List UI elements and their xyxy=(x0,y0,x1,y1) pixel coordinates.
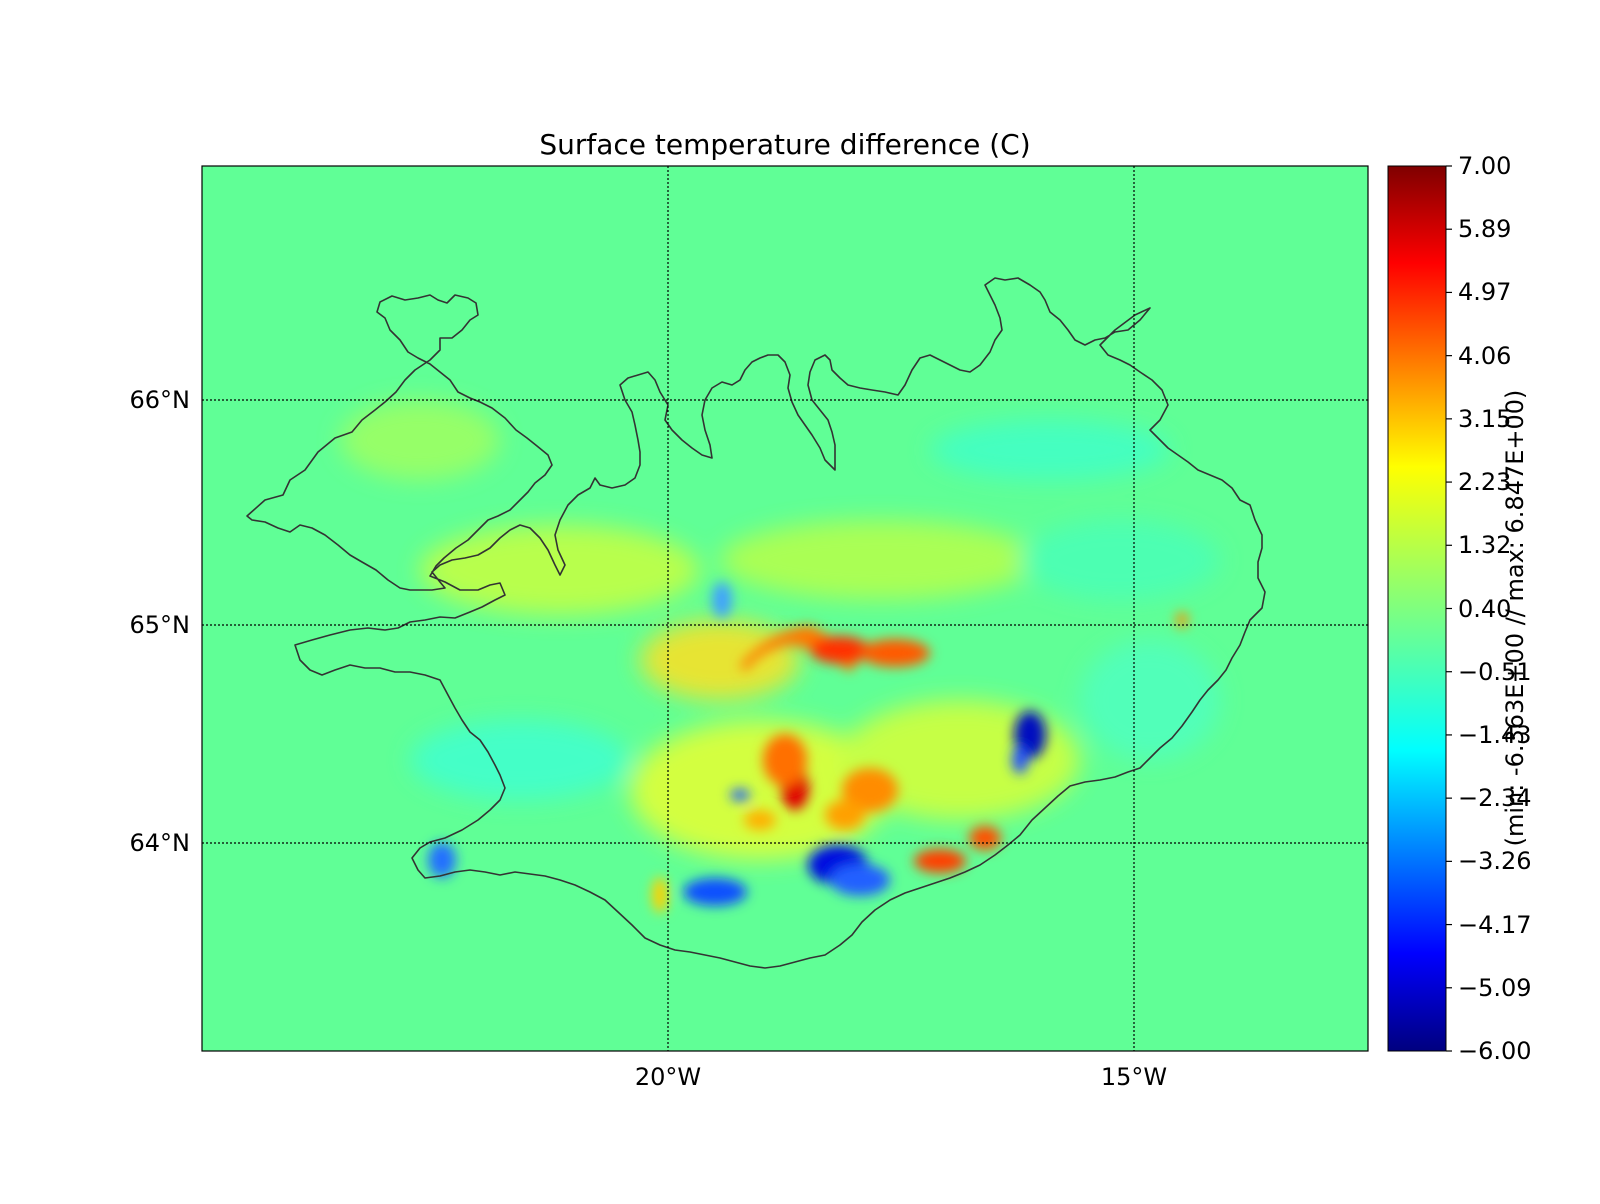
temperature-shading xyxy=(340,400,1220,913)
colorbar-tick-label: −1.43 xyxy=(1458,720,1532,749)
colorbar-tick-label: 4.06 xyxy=(1458,341,1512,370)
map-title: Surface temperature difference (C) xyxy=(539,128,1031,161)
colorbar-tick-label: −5.09 xyxy=(1458,973,1532,1002)
lat-label-66: 66°N xyxy=(129,386,191,414)
lat-label-65: 65°N xyxy=(129,611,191,639)
colorbar xyxy=(1387,165,1447,1052)
coastline xyxy=(246,277,1266,969)
colorbar-label: (min: -6.363E+00 // max: 6.847E+00) xyxy=(1501,389,1529,847)
colorbar-tick-label: 2.23 xyxy=(1458,468,1512,497)
map-frame xyxy=(201,165,1369,1052)
colorbar-tick-label: 5.89 xyxy=(1458,215,1512,244)
colorbar-ticks xyxy=(1446,165,1452,1052)
lat-label-64: 64°N xyxy=(129,829,191,857)
map-field xyxy=(202,166,1368,1051)
colorbar-tick-label: −6.00 xyxy=(1458,1037,1532,1065)
colorbar-tick-label: −2.34 xyxy=(1458,784,1532,813)
colorbar-tick-label: −0.51 xyxy=(1458,657,1532,686)
colorbar-tick-label: 7.00 xyxy=(1458,152,1512,180)
colorbar-tick-label: −4.17 xyxy=(1458,910,1532,939)
colorbar-tick-label: 0.40 xyxy=(1458,594,1512,623)
lon-label-15w: 15°W xyxy=(1100,1063,1168,1091)
colorbar-tick-label: 1.32 xyxy=(1458,531,1512,560)
colorbar-tick-label: −3.26 xyxy=(1458,847,1532,876)
graticule xyxy=(202,166,1368,1051)
colorbar-tick-label: 4.97 xyxy=(1458,278,1512,307)
lon-label-20w: 20°W xyxy=(634,1063,702,1091)
colorbar-tick-label: 3.15 xyxy=(1458,404,1512,433)
